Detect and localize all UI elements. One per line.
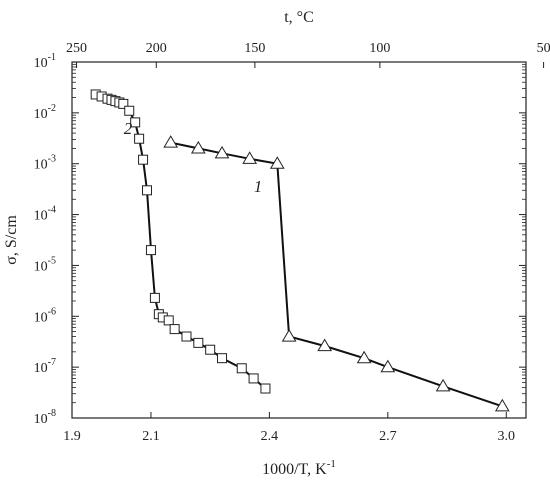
x2-tick-label: 250 [66, 41, 87, 56]
series-2-point [169, 324, 180, 335]
series-2-point [163, 315, 174, 326]
y-tick-label: 10-3 [34, 154, 56, 173]
x-tick-label: 2.4 [261, 429, 279, 444]
x-tick-label: 1.9 [63, 429, 81, 444]
series-2-point [145, 245, 156, 256]
plot-frame [71, 61, 527, 419]
x-tick-label: 2.7 [379, 429, 397, 444]
y-tick-mantissa: 10 [34, 361, 48, 376]
series-2-point [217, 353, 228, 364]
series-1-point [356, 350, 372, 364]
y-tick-mantissa: 10 [34, 412, 48, 427]
series-2-line [95, 93, 267, 390]
y-tick-mantissa: 10 [34, 56, 48, 71]
series-1-point [494, 398, 510, 412]
series-2-point [134, 133, 145, 144]
y-tick-exponent: -5 [48, 255, 56, 266]
series-2-point [236, 363, 247, 374]
series-2-point [260, 383, 271, 394]
y-tick-label: 10-6 [34, 306, 56, 325]
series-2-point [205, 344, 216, 355]
series-2-point [149, 292, 160, 303]
curve-label-2: 2 [124, 119, 133, 138]
y-tick-exponent: -2 [48, 103, 56, 114]
y-tick-label: 10-5 [34, 255, 56, 274]
x-tick-label: 2.1 [142, 429, 160, 444]
y-tick-mantissa: 10 [34, 107, 48, 122]
series-1-line [170, 141, 503, 408]
series-1-point [214, 145, 230, 159]
y-tick-label: 10-2 [34, 103, 56, 122]
series-1-point [269, 156, 285, 169]
series-2-point [130, 117, 141, 128]
series-1-point [435, 378, 451, 392]
series-2-point [124, 105, 135, 116]
y-tick-exponent: -6 [48, 306, 56, 317]
x2-tick-label: 50 [537, 41, 550, 56]
x2-tick-label: 200 [146, 41, 167, 56]
series-2-point [138, 154, 149, 165]
y-tick-exponent: -8 [48, 408, 56, 419]
series-2-point [248, 373, 259, 384]
series-1-point [380, 359, 396, 373]
y-tick-mantissa: 10 [34, 158, 48, 173]
y-tick-mantissa: 10 [34, 209, 48, 224]
series-2-point [118, 98, 129, 109]
curve-label-1: 1 [254, 177, 263, 196]
x2-tick-label: 100 [369, 41, 390, 56]
y-tick-label: 10-4 [34, 205, 56, 224]
y-tick-mantissa: 10 [34, 259, 48, 274]
y-tick-exponent: -3 [48, 154, 56, 165]
y-tick-exponent: -7 [48, 357, 56, 368]
series-1-point [242, 151, 258, 164]
x2-tick-label: 150 [244, 41, 265, 56]
y-tick-label: 10-7 [34, 357, 56, 376]
y-axis-label: σ, S/cm [3, 215, 20, 265]
series-2-point [193, 337, 204, 348]
y-tick-label: 10-1 [34, 52, 56, 71]
series-2-point [142, 185, 153, 196]
y-tick-exponent: -1 [48, 52, 56, 63]
x-axis-label-superscript: -1 [327, 458, 336, 470]
y-tick-exponent: -4 [48, 205, 56, 216]
series-1-point [317, 338, 333, 352]
series-1-point [163, 135, 179, 148]
series-1-point [190, 140, 206, 154]
y-tick-mantissa: 10 [34, 310, 48, 325]
y-tick-label: 10-8 [34, 408, 56, 427]
axis-labels: 1000/T, K-1 t, °C σ, S/cm [3, 9, 336, 478]
top-axis-label: t, °C [284, 9, 314, 26]
series-1-point [281, 329, 297, 342]
x-axis-label: 1000/T, K-1 [262, 458, 336, 478]
series-2-point [181, 331, 192, 342]
x-tick-label: 3.0 [498, 429, 516, 444]
data-curves: 12 [90, 89, 510, 412]
x-axis-label-text: 1000/T, K [262, 461, 327, 478]
